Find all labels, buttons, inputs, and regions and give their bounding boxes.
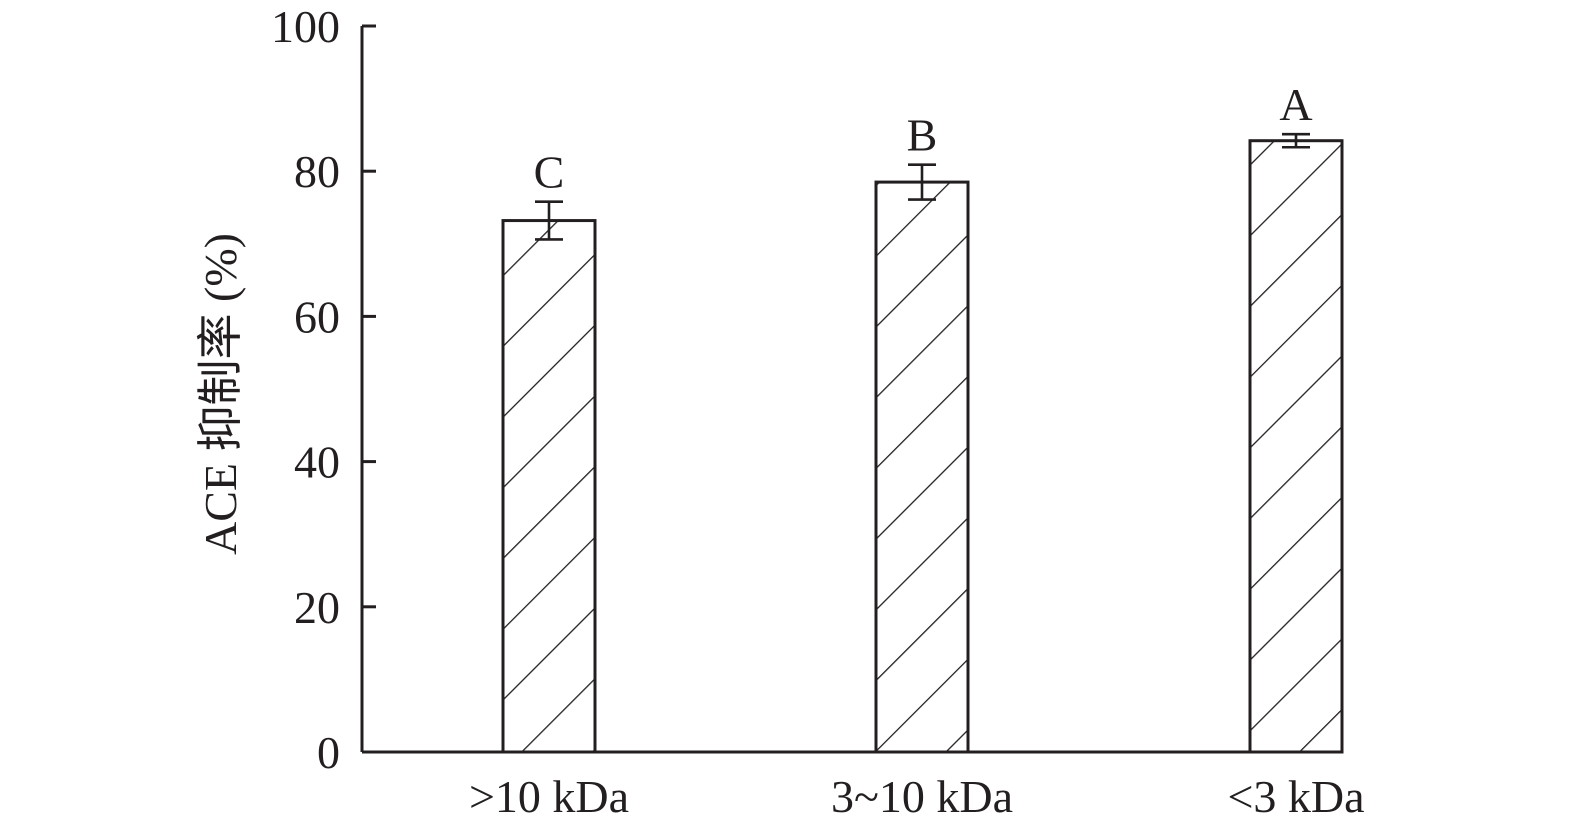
bar-group: B (874, 110, 970, 754)
y-tick-label: 100 (271, 1, 340, 52)
bar-fill (876, 182, 968, 753)
bar-group: C (501, 147, 597, 754)
bar-group: A (1248, 79, 1344, 754)
bar-fill (1250, 140, 1342, 752)
x-tick-labels: >10 kDa 3~10 kDa <3 kDa (469, 771, 1365, 822)
bars-layer: C B A (501, 79, 1344, 754)
y-tick-label: 40 (294, 437, 340, 488)
y-tick-label: 80 (294, 146, 340, 197)
y-tick-label: 0 (317, 727, 340, 778)
y-ticks: 0 20 40 60 80 100 (271, 1, 376, 778)
significance-label: C (534, 147, 565, 198)
bar-fill (503, 220, 595, 752)
x-tick-label: 3~10 kDa (831, 771, 1013, 822)
axes-layer (360, 26, 1343, 754)
y-tick-label: 20 (294, 582, 340, 633)
y-tick-label: 60 (294, 291, 340, 342)
x-tick-label: <3 kDa (1227, 771, 1364, 822)
x-tick-label: >10 kDa (469, 771, 629, 822)
significance-label: B (907, 110, 938, 161)
y-axis-title: ACE 抑制率 (%) (195, 233, 246, 555)
significance-label: A (1279, 79, 1312, 130)
